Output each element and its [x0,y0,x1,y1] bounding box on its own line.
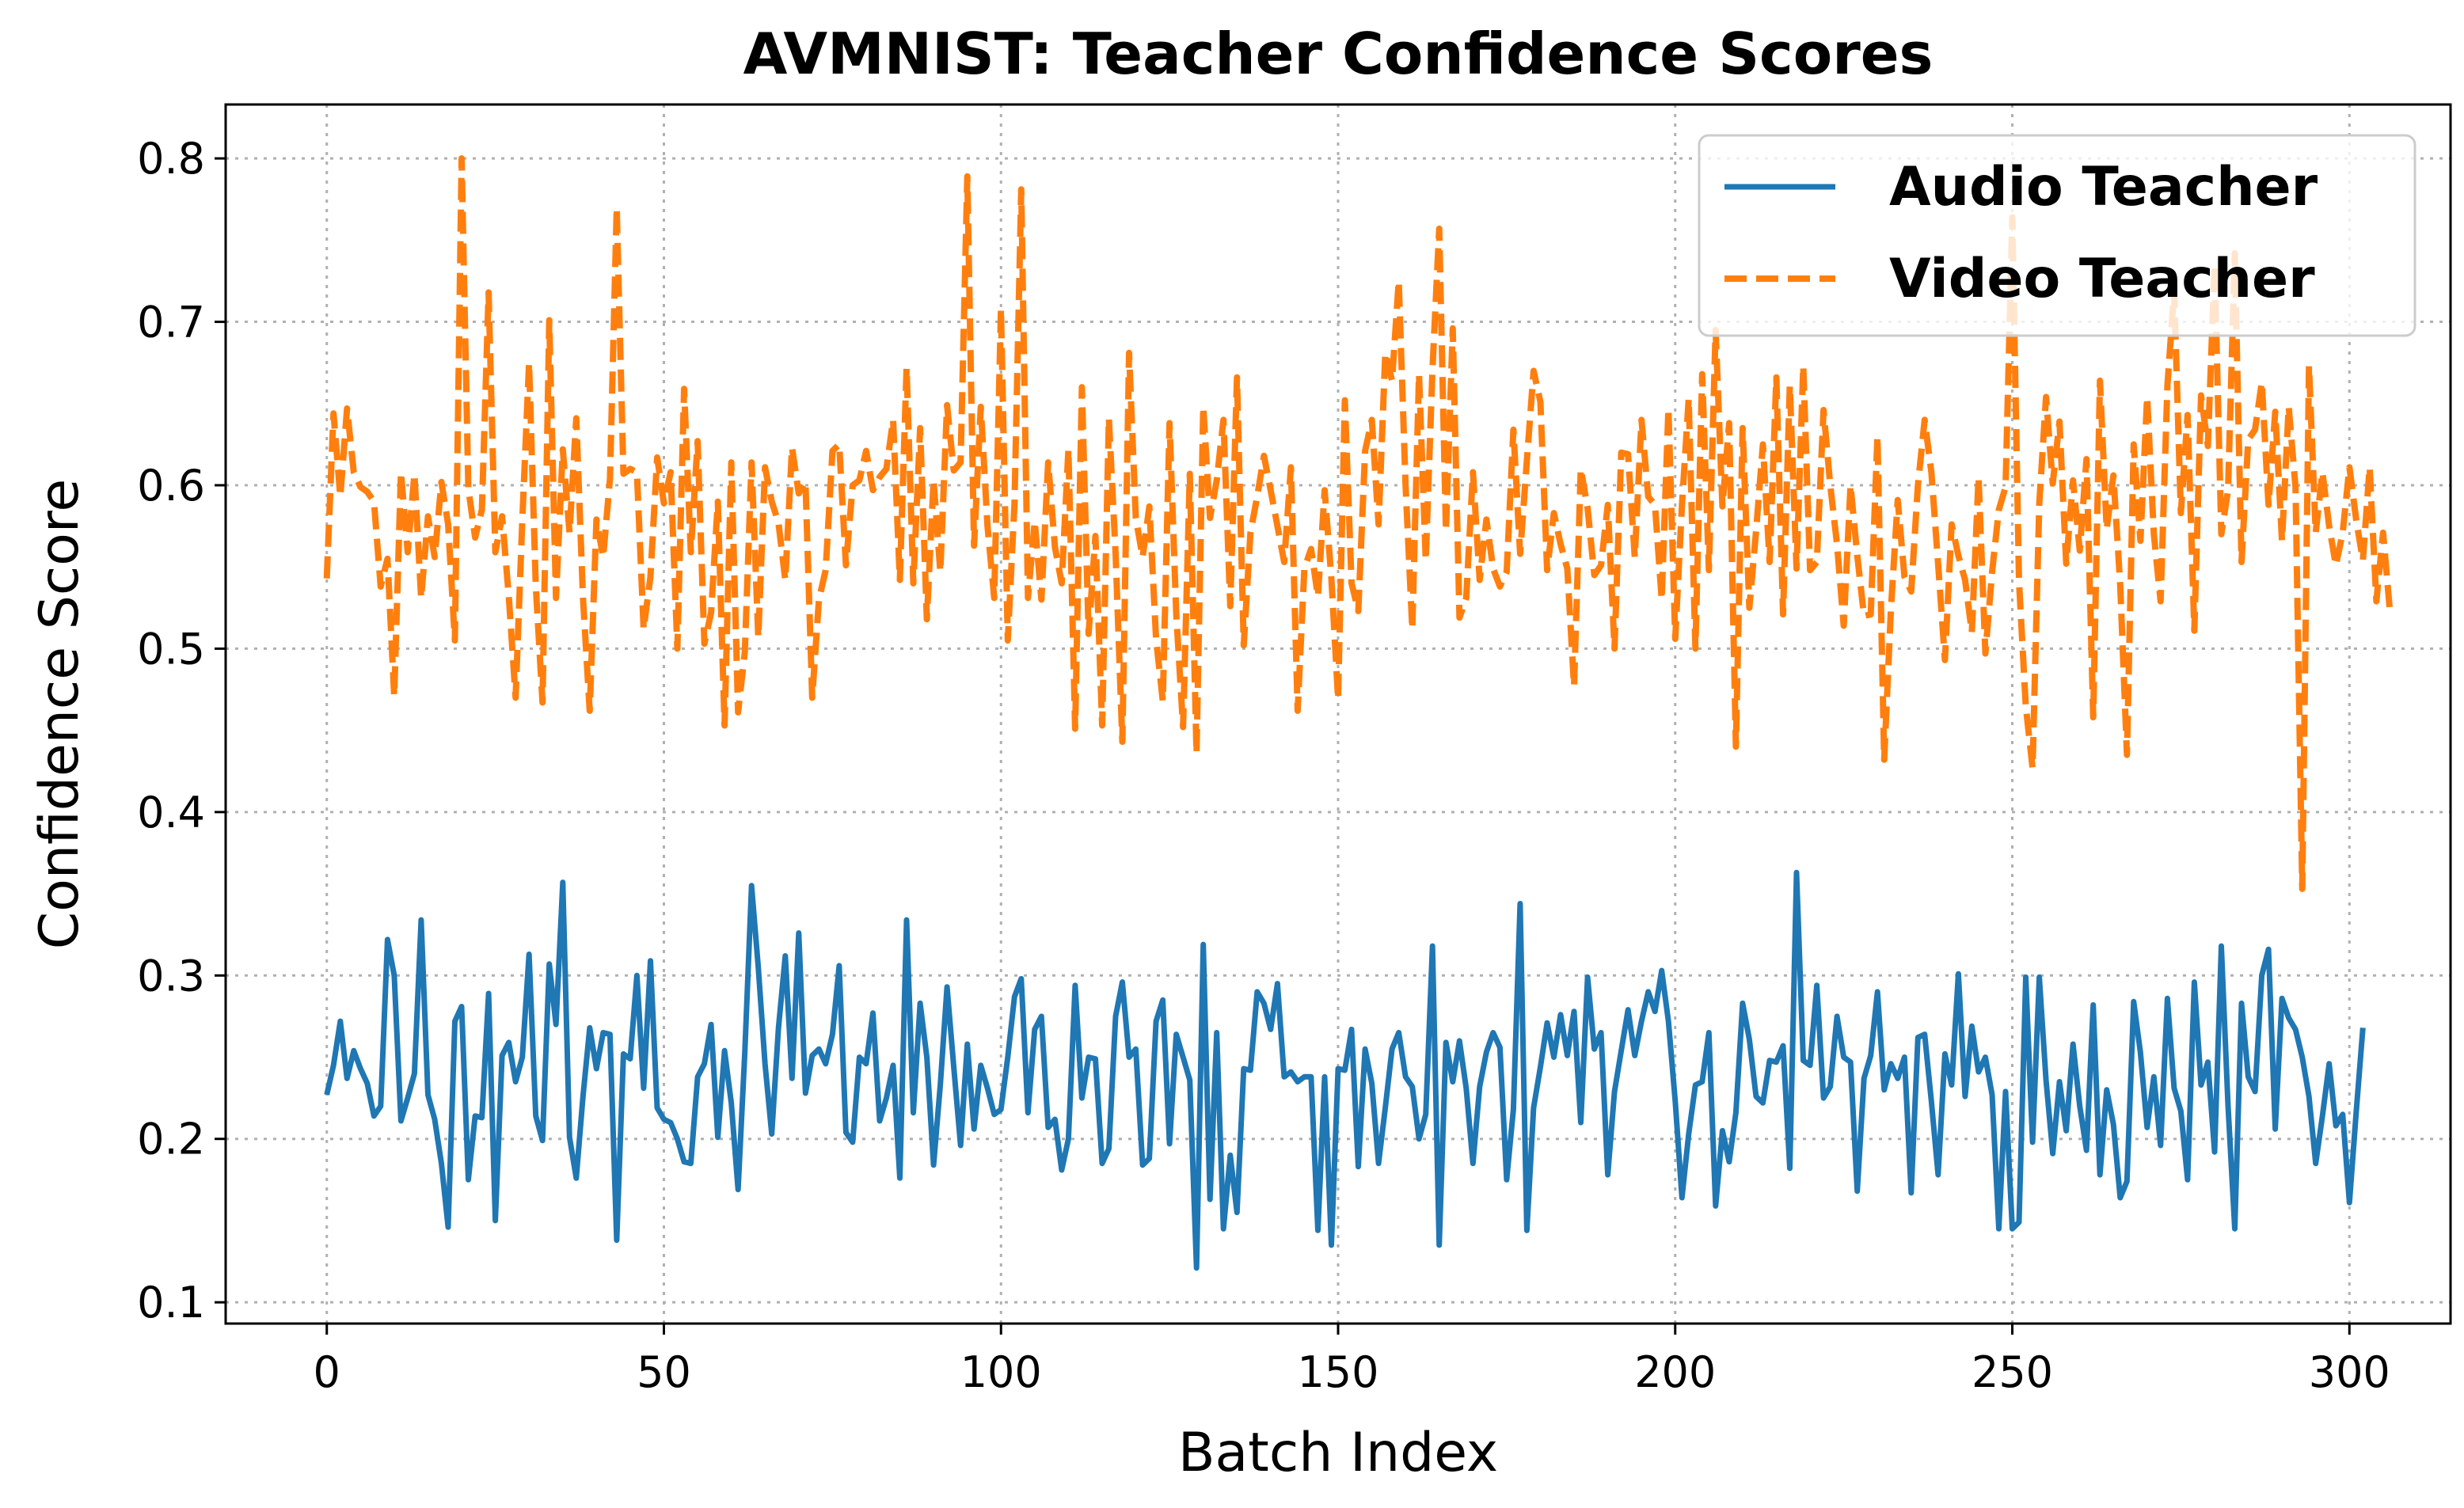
legend-label-audio-teacher: Audio Teacher [1889,156,2318,218]
y-tick-label-0: 0.1 [137,1278,205,1328]
y-tick-label-2: 0.3 [137,951,205,1001]
series-group [323,155,2394,1271]
y-tick-label-7: 0.8 [137,134,205,184]
y-axis-label: Confidence Score [29,479,91,949]
x-tick-label-0: 0 [314,1347,340,1397]
x-tick-label-5: 250 [1972,1347,2053,1397]
y-tick-label-6: 0.7 [137,298,205,348]
x-tick-label-6: 300 [2309,1347,2390,1397]
y-tick-label-4: 0.5 [137,624,205,674]
x-tick-label-4: 200 [1634,1347,1716,1397]
legend: Audio Teacher Video Teacher [1698,134,2416,337]
y-tick-label-3: 0.4 [137,788,205,838]
chart-title: AVMNIST: Teacher Confidence Scores [743,21,1934,87]
x-tick-label-1: 50 [637,1347,691,1397]
legend-box [1698,134,2416,337]
y-tick-label-1: 0.2 [137,1115,205,1164]
x-axis-ticks: 0 50 100 150 200 250 300 [314,1324,2390,1397]
y-axis-ticks: 0.1 0.2 0.3 0.4 0.5 0.6 0.7 0.8 [137,134,226,1328]
y-tick-label-5: 0.6 [137,461,205,511]
x-tick-label-3: 150 [1297,1347,1378,1397]
series-line-video-teacher [323,155,2394,892]
x-tick-label-2: 100 [960,1347,1042,1397]
x-axis-label: Batch Index [1178,1422,1498,1484]
legend-label-video-teacher: Video Teacher [1889,248,2315,310]
series-line-audio-teacher [324,869,2366,1271]
